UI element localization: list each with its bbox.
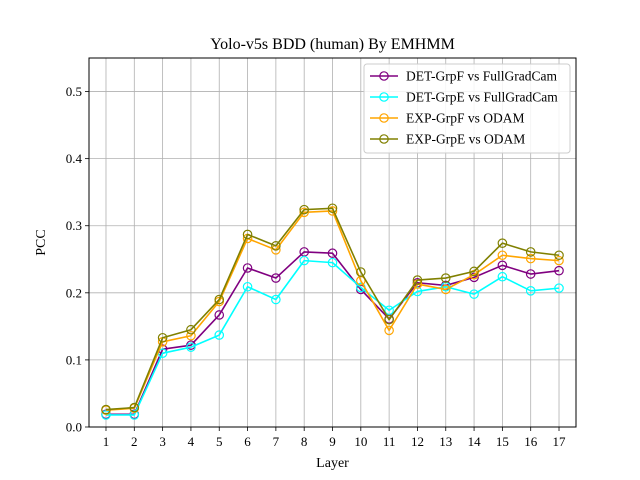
- legend-label: DET-GrpF vs FullGradCam: [406, 69, 557, 84]
- x-tick-label: 16: [524, 434, 538, 449]
- legend-item: EXP-GrpE vs ODAM: [370, 132, 525, 147]
- x-tick-label: 17: [553, 434, 567, 449]
- x-tick-label: 8: [301, 434, 308, 449]
- legend-label: DET-GrpE vs FullGradCam: [406, 90, 558, 105]
- y-tick-label: 0.2: [66, 285, 82, 300]
- data-point: [271, 241, 281, 251]
- legend-item: DET-GrpE vs FullGradCam: [370, 90, 558, 105]
- data-point: [327, 206, 338, 216]
- x-tick-label: 3: [159, 434, 166, 449]
- series-line: [105, 259, 560, 416]
- x-tick-label: 11: [383, 434, 396, 449]
- y-tick-label: 0.1: [66, 352, 82, 367]
- data-point: [214, 330, 225, 340]
- data-point: [214, 310, 225, 320]
- data-point: [356, 267, 366, 277]
- legend: DET-GrpF vs FullGradCam DET-GrpE vs FullG…: [363, 63, 571, 154]
- data-point: [327, 248, 338, 259]
- series-2: [101, 255, 564, 420]
- data-point: [497, 271, 508, 282]
- data-point: [440, 284, 451, 295]
- data-point: [271, 294, 281, 305]
- data-point: [384, 305, 394, 316]
- legend-box: [363, 63, 571, 154]
- data-point: [242, 263, 253, 273]
- data-point: [186, 342, 196, 352]
- data-point: [497, 238, 508, 248]
- data-point: [440, 273, 451, 283]
- data-point: [242, 281, 253, 292]
- x-tick-label: 7: [273, 434, 280, 449]
- data-point: [497, 250, 508, 261]
- x-tick-label: 10: [354, 434, 367, 449]
- data-point: [525, 253, 536, 264]
- data-point: [384, 314, 394, 325]
- legend-swatch-marker: [379, 113, 389, 123]
- x-tick-label: 5: [216, 434, 223, 449]
- legend-swatch-marker: [379, 71, 389, 81]
- legend-item: EXP-GrpF vs ODAM: [370, 111, 525, 126]
- data-point: [554, 265, 564, 276]
- legend-label: EXP-GrpE vs ODAM: [406, 132, 525, 147]
- data-point: [101, 404, 111, 415]
- data-point: [299, 255, 309, 266]
- x-axis-label: Layer: [316, 456, 349, 471]
- legend-item: DET-GrpF vs FullGradCam: [370, 69, 557, 84]
- x-tick-label: 1: [103, 434, 110, 449]
- series-line: [105, 210, 560, 412]
- series-group: [101, 203, 564, 420]
- x-tick-label: 6: [244, 434, 251, 449]
- data-point: [271, 273, 281, 283]
- data-point: [129, 410, 140, 420]
- data-point: [554, 255, 564, 266]
- data-point: [327, 257, 338, 268]
- x-tick-label: 12: [411, 434, 424, 449]
- data-point: [242, 229, 253, 240]
- y-tick-label: 0.5: [66, 84, 82, 99]
- data-point: [497, 260, 508, 271]
- data-point: [384, 325, 394, 336]
- chart-title: Yolo-v5s BDD (human) By EMHMM: [210, 36, 455, 53]
- data-point: [469, 289, 479, 299]
- series-line: [105, 251, 560, 416]
- data-point: [186, 324, 196, 335]
- x-tick-label: 2: [131, 434, 138, 449]
- x-tick-label: 9: [329, 434, 336, 449]
- y-tick-label: 0.4: [66, 151, 83, 166]
- legend-label: EXP-GrpF vs ODAM: [406, 111, 525, 126]
- data-point: [299, 207, 309, 218]
- legend-swatch-marker: [379, 92, 389, 102]
- x-tick-label: 14: [468, 434, 482, 449]
- x-tick-label: 13: [439, 434, 452, 449]
- data-point: [554, 250, 564, 261]
- data-point: [186, 330, 196, 341]
- data-point: [101, 410, 111, 420]
- data-point: [469, 266, 479, 277]
- data-point: [525, 247, 536, 257]
- x-tick-label: 4: [188, 434, 195, 449]
- legend-swatch-marker: [379, 134, 389, 144]
- data-point: [214, 294, 225, 305]
- series-line: [105, 207, 560, 411]
- data-point: [299, 204, 309, 215]
- y-axis-label: PCC: [34, 229, 49, 255]
- data-point: [525, 286, 536, 296]
- x-tick-label: 15: [496, 434, 509, 449]
- data-point: [554, 283, 564, 293]
- y-tick-label: 0.0: [66, 420, 82, 435]
- data-point: [327, 203, 338, 214]
- data-point: [412, 275, 423, 285]
- plot-area-frame: [88, 57, 577, 428]
- axis-ticks: 1 2 3 4 5 6 7 8 9 10 11 12 13 14 15 16 170.00.10.20.30.4…: [66, 84, 566, 449]
- data-point: [129, 402, 140, 413]
- series-4: [101, 203, 564, 415]
- data-point: [525, 269, 536, 279]
- data-point: [157, 332, 168, 343]
- y-tick-label: 0.3: [66, 218, 82, 233]
